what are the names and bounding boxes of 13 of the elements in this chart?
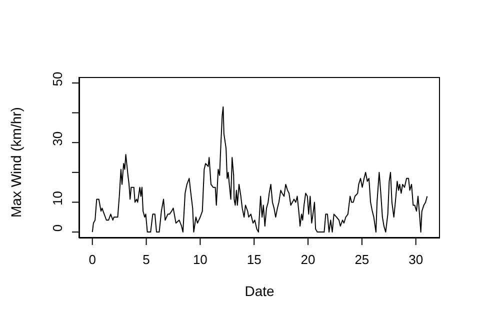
x-tick-label: 0	[88, 252, 96, 268]
y-tick-label: 50	[50, 72, 65, 86]
x-tick-label: 30	[408, 252, 424, 268]
x-axis-title: Date	[244, 283, 274, 299]
x-tick-label: 5	[142, 252, 150, 268]
x-tick-label: 20	[300, 252, 316, 268]
x-tick-label: 15	[246, 252, 262, 268]
y-tick-label: 10	[50, 190, 65, 206]
y-axis-title: Max Wind (km/hr)	[8, 107, 24, 218]
x-tick-label: 25	[354, 252, 370, 268]
x-tick-label: 10	[192, 252, 208, 268]
y-tick-label: 30	[50, 131, 65, 146]
y-tick-label: 0	[50, 224, 65, 232]
